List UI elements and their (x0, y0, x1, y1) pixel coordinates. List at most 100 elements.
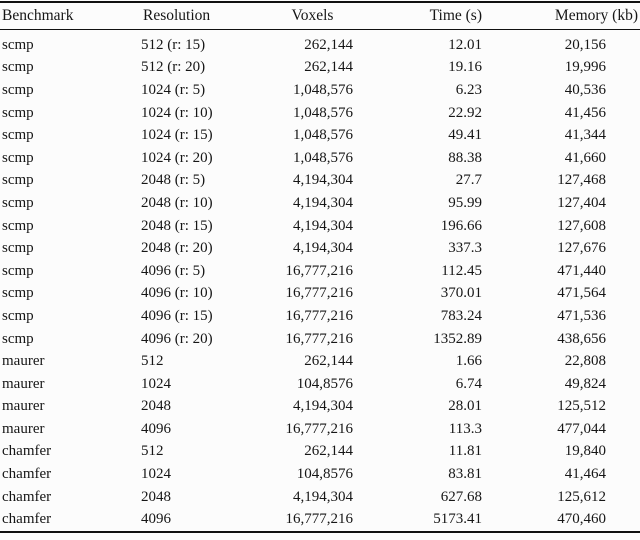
table-cell: 4096 (r: 15) (141, 307, 213, 324)
table-cell: scmp (2, 285, 34, 302)
table-cell: scmp (2, 59, 34, 76)
table-cell: 11.81 (448, 443, 482, 460)
table-cell: 88.38 (448, 149, 482, 166)
table-cell: chamfer (2, 443, 52, 460)
table-cell: chamfer (2, 488, 52, 505)
table-row: scmp 4096 (r: 15) 16,777,216 783.24 471,536 (0, 305, 640, 328)
table-cell: 470,460 (557, 511, 606, 528)
table-body: scmp 512 (r: 15) 262,144 12.01 20,156 scmp 512… (0, 30, 640, 533)
table-cell: scmp (2, 330, 34, 347)
table-row: scmp 512 (r: 15) 262,144 12.01 20,156 (0, 30, 640, 57)
table-cell: 512 (r: 20) (141, 59, 206, 76)
table-row: scmp 4096 (r: 20) 16,777,216 1352.89 438,656 (0, 328, 640, 351)
table-cell: 22,808 (564, 353, 606, 370)
table-cell: 262,144 (304, 59, 353, 76)
table-cell: chamfer (2, 511, 52, 528)
table-cell: 262,144 (304, 353, 353, 370)
table-cell: 125,512 (557, 398, 606, 415)
table-cell: 4096 (r: 5) (141, 262, 206, 279)
table-cell: 27.7 (455, 172, 482, 189)
table-cell: 83.81 (448, 466, 482, 483)
table-row: scmp 1024 (r: 5) 1,048,576 6.23 40,536 (0, 79, 640, 102)
table-cell: 512 (r: 15) (141, 36, 206, 53)
table-cell: 337.3 (448, 240, 482, 257)
table-cell: 41,464 (564, 466, 606, 483)
col-header-resolution: Resolution (135, 2, 270, 30)
table-cell: scmp (2, 240, 34, 257)
table-cell: 471,564 (557, 285, 606, 302)
table-cell: 1024 (141, 375, 171, 392)
table-cell: 4,194,304 (293, 240, 353, 257)
table-cell: scmp (2, 307, 34, 324)
table-cell: 471,440 (557, 262, 606, 279)
table-cell: scmp (2, 217, 34, 234)
table-cell: scmp (2, 172, 34, 189)
col-header-voxels: Voxels (270, 2, 355, 30)
table-cell: 41,456 (564, 104, 606, 121)
table-cell: 262,144 (304, 36, 353, 53)
table-cell: 41,344 (564, 127, 606, 144)
table-cell: chamfer (2, 466, 52, 483)
table-row: scmp 4096 (r: 5) 16,777,216 112.45 471,440 (0, 260, 640, 283)
table-cell: 20,156 (564, 36, 606, 53)
table-cell: scmp (2, 127, 34, 144)
table-cell: 4,194,304 (293, 217, 353, 234)
table-cell: 1024 (r: 15) (141, 127, 213, 144)
table-cell: scmp (2, 81, 34, 98)
table-cell: 16,777,216 (285, 420, 354, 437)
table-row: scmp 2048 (r: 10) 4,194,304 95.99 127,404 (0, 192, 640, 215)
table-row: maurer 512 262,144 1.66 22,808 (0, 350, 640, 373)
table-cell: 1024 (r: 20) (141, 149, 213, 166)
table-cell: 4096 (r: 10) (141, 285, 213, 302)
table-cell: 438,656 (557, 330, 606, 347)
table-cell: 1,048,576 (293, 127, 353, 144)
table-cell: maurer (2, 353, 45, 370)
table-cell: 49.41 (448, 127, 482, 144)
table-cell: 22.92 (448, 104, 482, 121)
table-cell: 127,404 (557, 194, 606, 211)
table-row: maurer 2048 4,194,304 28.01 125,512 (0, 396, 640, 419)
table-cell: 4096 (141, 511, 171, 528)
table-cell: 127,468 (557, 172, 606, 189)
col-header-memory: Memory (kb) (487, 2, 640, 30)
table-cell: 4,194,304 (293, 172, 353, 189)
table-cell: 19,840 (564, 443, 606, 460)
table-row: scmp 512 (r: 20) 262,144 19.16 19,996 (0, 57, 640, 80)
table-cell: 2048 (141, 488, 171, 505)
table-cell: 196.66 (440, 217, 482, 234)
table-cell: 2048 (r: 20) (141, 240, 213, 257)
table-row: scmp 2048 (r: 5) 4,194,304 27.7 127,468 (0, 170, 640, 193)
table-cell: 1024 (r: 10) (141, 104, 213, 121)
table-cell: 19.16 (448, 59, 482, 76)
table-cell: 4,194,304 (293, 488, 353, 505)
table-cell: 512 (141, 353, 164, 370)
table-cell: maurer (2, 398, 45, 415)
table-row: maurer 4096 16,777,216 113.3 477,044 (0, 418, 640, 441)
table-cell: 127,608 (557, 217, 606, 234)
table-cell: 41,660 (564, 149, 606, 166)
table-row: scmp 2048 (r: 20) 4,194,304 337.3 127,676 (0, 237, 640, 260)
table-cell: scmp (2, 194, 34, 211)
table-cell: 477,044 (557, 420, 606, 437)
table-cell: 370.01 (440, 285, 482, 302)
col-header-benchmark: Benchmark (0, 2, 135, 30)
table-cell: 4096 (r: 20) (141, 330, 213, 347)
table-cell: 262,144 (304, 443, 353, 460)
table-cell: 12.01 (448, 36, 482, 53)
table-cell: 4,194,304 (293, 398, 353, 415)
table-cell: 1,048,576 (293, 104, 353, 121)
table-cell: 16,777,216 (285, 262, 354, 279)
table-cell: 1,048,576 (293, 81, 353, 98)
table-cell: 104,8576 (296, 375, 353, 392)
table-cell: 1.66 (455, 353, 482, 370)
table-cell: 1024 (141, 466, 171, 483)
table-row: chamfer 2048 4,194,304 627.68 125,612 (0, 486, 640, 509)
table-cell: 16,777,216 (285, 307, 354, 324)
table-row: chamfer 4096 16,777,216 5173.41 470,460 (0, 508, 640, 532)
col-header-time: Time (s) (355, 2, 487, 30)
table-cell: 40,536 (564, 81, 606, 98)
header-row: Benchmark Resolution Voxels Time (s) Mem… (0, 2, 640, 30)
table-row: scmp 4096 (r: 10) 16,777,216 370.01 471,564 (0, 283, 640, 306)
table-cell: 6.74 (455, 375, 482, 392)
